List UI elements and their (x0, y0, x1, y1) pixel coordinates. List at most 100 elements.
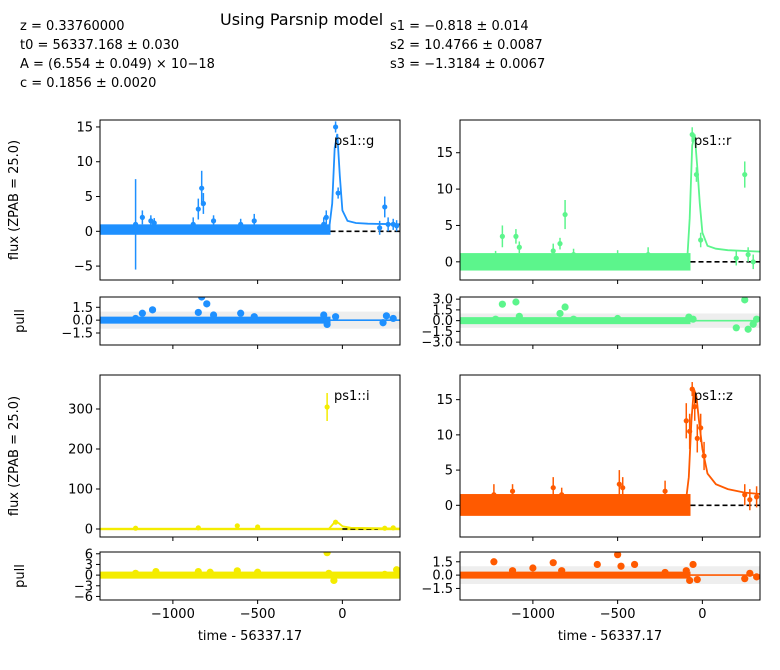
pull-point (569, 315, 578, 323)
pull-ytick-label: −1.5 (421, 582, 453, 597)
pull-point (250, 313, 258, 321)
flux-point (382, 204, 388, 210)
pull-point (490, 558, 498, 566)
pull-point (512, 298, 520, 306)
pull-point (614, 314, 622, 323)
flux-point (132, 525, 139, 531)
flux-ytick-label: 300 (68, 403, 93, 418)
flux-point (550, 248, 556, 254)
pull-point (331, 313, 340, 321)
pull-point (558, 567, 566, 575)
pull-point (209, 311, 218, 319)
flux-point (332, 519, 339, 525)
pull-ytick-label: 0 (85, 569, 93, 584)
band-label-ps1-r: ps1::r (694, 134, 732, 149)
flux-point (377, 225, 383, 231)
flux-point (689, 131, 695, 138)
pull-axis-label: pull (13, 309, 28, 333)
flux-ytick-label: 15 (436, 393, 453, 408)
pull-point (379, 319, 387, 327)
flux-point (394, 223, 400, 229)
flux-point (382, 525, 388, 531)
pull-point (323, 320, 331, 329)
pull-point (689, 560, 697, 569)
pull-axes-frame-ps1-g (99, 296, 401, 346)
pull-point (389, 314, 397, 323)
figure-title: Using Parsnip model (220, 10, 384, 29)
flux-ytick-label: 0 (445, 255, 453, 270)
flux-point (620, 485, 626, 491)
flux-point (385, 221, 391, 227)
pull-ytick-label: −1.5 (421, 325, 453, 340)
flux-plot-area-ps1-z (460, 382, 760, 516)
flux-point (692, 404, 698, 410)
pull-plot-area-ps1-r (460, 297, 760, 333)
pull-point (194, 308, 202, 317)
param-s1: s1 = −0.818 ± 0.014 (390, 19, 529, 34)
flux-plot-area-ps1-g (100, 121, 400, 270)
flux-axes-frame-ps1-i (99, 374, 401, 538)
flux-point (693, 171, 700, 178)
pull-point (323, 552, 331, 557)
pull-point (198, 297, 206, 301)
band-label-ps1-g: ps1::g (334, 134, 374, 149)
pull-point (617, 562, 625, 570)
flux-point (200, 200, 206, 207)
flux-point (698, 425, 704, 431)
pull-point (194, 567, 202, 576)
flux-point (210, 218, 217, 224)
pull-axis-label: pull (13, 564, 28, 588)
pull-plot-area-ps1-i (100, 552, 400, 585)
flux-ytick-label: 15 (76, 120, 93, 135)
x-tick-label: 0 (338, 607, 346, 622)
pull-ytick-label: −1.5 (61, 327, 93, 342)
pull-ytick-label: −3.0 (421, 336, 453, 351)
param-z: z = 0.33760000 (20, 19, 125, 34)
band-label-ps1-i: ps1::i (334, 389, 370, 404)
flux-axis-label: flux (ZPAB = 25.0) (7, 140, 22, 260)
pull-point (549, 559, 557, 567)
x-tick-label: −1000 (511, 607, 555, 622)
pull-point (630, 560, 639, 569)
pull-point (556, 309, 564, 318)
flux-point (195, 525, 201, 531)
flux-ytick-label: 200 (68, 443, 93, 458)
flux-point (516, 244, 522, 250)
flux-point (195, 206, 201, 212)
flux-ytick-label: 0 (445, 499, 453, 514)
pull-point (753, 573, 760, 581)
flux-point (615, 253, 621, 259)
param-s2: s2 = 10.4766 ± 0.0087 (390, 38, 543, 53)
model-curve-ps1-z (460, 388, 760, 507)
pull-point (686, 576, 694, 585)
flux-point (238, 221, 244, 227)
flux-point (390, 525, 396, 531)
flux-point (662, 488, 668, 494)
pull-point (614, 552, 622, 559)
flux-point (754, 494, 760, 500)
flux-point (234, 523, 240, 529)
pull-point (233, 567, 241, 575)
pull-plot-area-ps1-g (100, 297, 400, 329)
pull-point (237, 309, 245, 317)
flux-point (698, 237, 704, 243)
flux-point (499, 233, 505, 239)
flux-point (139, 214, 145, 220)
pull-point (746, 569, 754, 577)
flux-ytick-label: 100 (68, 483, 93, 498)
flux-point (616, 481, 622, 487)
flux-plot-area-ps1-i (100, 393, 400, 531)
flux-point (132, 221, 139, 227)
pull-axes-frame-ps1-i (99, 551, 401, 601)
flux-point (251, 218, 257, 224)
flux-point (694, 435, 700, 441)
flux-point (733, 255, 739, 261)
pull-ytick-label: −6 (74, 590, 93, 605)
pull-point (206, 568, 214, 576)
param-c: c = 0.1856 ± 0.0020 (20, 76, 157, 91)
flux-point (687, 428, 693, 434)
flux-ytick-label: 10 (436, 428, 453, 443)
pull-point (152, 567, 160, 576)
pull-axes-frame-ps1-z (459, 551, 761, 601)
